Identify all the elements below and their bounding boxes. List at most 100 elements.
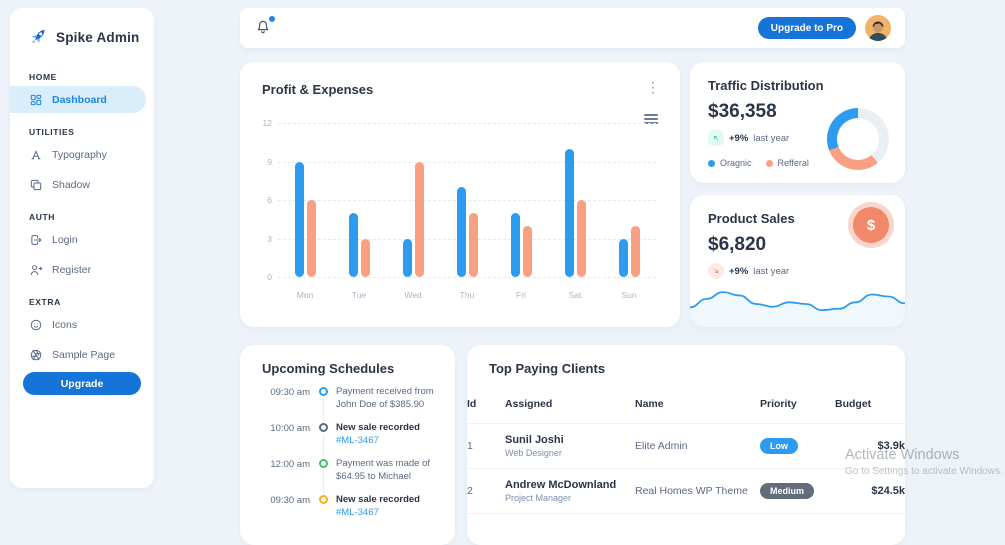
notifications-bell-icon[interactable] bbox=[254, 16, 275, 38]
topbar: Upgrade to Pro bbox=[240, 8, 905, 48]
dashboard-page: { "app": { "brand": "Spike Admin" }, "co… bbox=[10, 8, 1003, 545]
cell-assigned-name: Andrew McDownland bbox=[505, 479, 617, 491]
x-axis-tick-label: Thu bbox=[459, 290, 475, 300]
bar-group-sat bbox=[548, 123, 602, 277]
sidebar-item-login[interactable]: Login bbox=[10, 226, 146, 253]
column-header-assigned: Assigned bbox=[505, 388, 635, 424]
sidebar: Spike Admin HOME Dashboard UTILITIES Typogr… bbox=[10, 8, 154, 488]
x-axis-tick-label: Tue bbox=[351, 290, 367, 300]
timeline-connector bbox=[322, 399, 324, 422]
bar-group-thu bbox=[440, 123, 494, 277]
timeline-dot bbox=[318, 423, 328, 432]
bar-chart-plot: 0 3 6 9 12 bbox=[240, 118, 680, 282]
schedule-time: 09:30 am bbox=[270, 387, 310, 398]
product-delta-caption: last year bbox=[753, 265, 790, 277]
timeline-dot bbox=[318, 387, 328, 396]
sidebar-item-register[interactable]: Register bbox=[10, 256, 146, 283]
y-axis-tick-label: 0 bbox=[267, 272, 272, 282]
column-header-name: Name bbox=[635, 388, 760, 424]
column-header-budget: Budget bbox=[835, 388, 905, 424]
schedule-link[interactable]: #ML-3467 bbox=[336, 506, 379, 518]
typography-icon bbox=[29, 148, 43, 162]
upcoming-schedules-card: Upcoming Schedules 09:30 am Payment recei… bbox=[240, 345, 455, 545]
bar-profit-sun bbox=[618, 238, 628, 277]
product-sales-card: Product Sales $ $6,820 +9% last year bbox=[690, 195, 905, 327]
schedules-title: Upcoming Schedules bbox=[262, 361, 395, 376]
sidebar-item-sample-page[interactable]: Sample Page bbox=[10, 341, 146, 368]
timeline-dot bbox=[318, 495, 328, 504]
sidebar-item-dashboard[interactable]: Dashboard bbox=[10, 86, 146, 113]
bar-expenses-fri bbox=[522, 225, 532, 277]
schedule-item: 09:30 am New sale recorded #ML-3467 bbox=[240, 494, 455, 530]
sidebar-item-typography[interactable]: Typography bbox=[10, 141, 146, 168]
x-axis-tick-label: Wed bbox=[404, 290, 422, 300]
x-axis-tick-label: Sat bbox=[568, 290, 582, 300]
bar-profit-thu bbox=[456, 187, 466, 277]
schedule-time: 09:30 am bbox=[270, 495, 310, 506]
traffic-donut-chart bbox=[827, 108, 889, 170]
sidebar-item-icons[interactable]: Icons bbox=[10, 311, 146, 338]
trend-down-right-icon bbox=[708, 263, 724, 279]
schedule-title: New sale recorded bbox=[336, 494, 420, 505]
bar-expenses-sun bbox=[630, 225, 640, 277]
sidebar-section-label: UTILITIES bbox=[29, 127, 75, 137]
sidebar-upgrade-button[interactable]: Upgrade bbox=[23, 372, 141, 395]
cell-id: 2 bbox=[467, 468, 505, 514]
cell-budget: $24.5k bbox=[871, 485, 905, 497]
schedule-link[interactable]: #ML-3467 bbox=[336, 434, 379, 446]
table-row: 1 Sunil Joshi Web Designer Elite Admin Low $3… bbox=[467, 423, 905, 469]
gridline bbox=[278, 161, 656, 163]
bar-expenses-thu bbox=[468, 212, 478, 277]
legend-dot-refferal bbox=[765, 159, 773, 167]
sidebar-item-label: Register bbox=[52, 263, 92, 276]
bar-profit-wed bbox=[402, 238, 412, 277]
y-axis-tick-label: 6 bbox=[267, 195, 272, 205]
bar-expenses-tue bbox=[360, 238, 370, 277]
dollar-icon: $ bbox=[853, 207, 889, 243]
cell-name: Real Homes WP Theme bbox=[635, 468, 760, 514]
sidebar-section-label: EXTRA bbox=[29, 297, 61, 307]
donut-legend: Oragnic Refferal bbox=[708, 158, 887, 168]
profit-expenses-title: Profit & Expenses bbox=[262, 82, 374, 97]
gridline bbox=[278, 123, 656, 124]
legend-dot-organic bbox=[708, 159, 715, 167]
schedule-item: 10:00 am New sale recorded #ML-3467 bbox=[240, 422, 455, 458]
clients-title: Top Paying Clients bbox=[489, 361, 606, 376]
bar-expenses-mon bbox=[306, 200, 316, 277]
product-sales-title: Product Sales bbox=[708, 211, 795, 226]
timeline-connector bbox=[322, 435, 324, 458]
gridline bbox=[278, 238, 656, 240]
sidebar-item-label: Shadow bbox=[52, 178, 90, 191]
x-axis-tick-label: Fri bbox=[516, 290, 526, 300]
upgrade-to-pro-button[interactable]: Upgrade to Pro bbox=[757, 17, 856, 39]
aperture-icon bbox=[29, 348, 43, 362]
bar-group-wed bbox=[386, 123, 440, 277]
sidebar-item-shadow[interactable]: Shadow bbox=[10, 171, 146, 198]
sidebar-section-label: HOME bbox=[29, 72, 57, 82]
shadow-copy-icon bbox=[29, 178, 43, 192]
bar-group-sun bbox=[602, 123, 656, 277]
gridline bbox=[278, 277, 656, 278]
cell-assigned-name: Sunil Joshi bbox=[505, 434, 564, 446]
x-axis-tick-label: Sun bbox=[621, 290, 637, 300]
profit-expenses-card: Profit & Expenses ⋮ 0 3 6 9 12 Mon Tue Wed Thu F… bbox=[240, 62, 680, 327]
kebab-menu-icon[interactable]: ⋮ bbox=[646, 79, 660, 95]
sidebar-item-label: Dashboard bbox=[52, 93, 107, 106]
schedule-text: Payment was made of $64.95 to Michael bbox=[336, 458, 430, 482]
schedule-time: 12:00 am bbox=[270, 459, 310, 470]
brand[interactable]: Spike Admin bbox=[10, 8, 154, 58]
trend-up-left-icon bbox=[708, 130, 724, 146]
column-header-priority: Priority bbox=[760, 388, 835, 424]
schedule-item: 12:00 am Payment was made of $64.95 to Mi… bbox=[240, 458, 455, 494]
sidebar-item-label: Icons bbox=[52, 318, 78, 331]
product-delta: +9% bbox=[729, 265, 749, 277]
notification-dot bbox=[269, 16, 275, 22]
cell-id: 1 bbox=[467, 423, 505, 469]
y-axis-tick-label: 3 bbox=[267, 233, 272, 244]
x-axis-labels: Mon Tue Wed Thu Fri Sat Sun bbox=[278, 290, 656, 300]
sidebar-section-label: AUTH bbox=[29, 212, 56, 222]
priority-badge: Low bbox=[760, 438, 798, 454]
bar-profit-fri bbox=[510, 212, 520, 277]
y-axis-tick-label: 12 bbox=[262, 118, 272, 128]
user-avatar[interactable] bbox=[865, 15, 891, 41]
